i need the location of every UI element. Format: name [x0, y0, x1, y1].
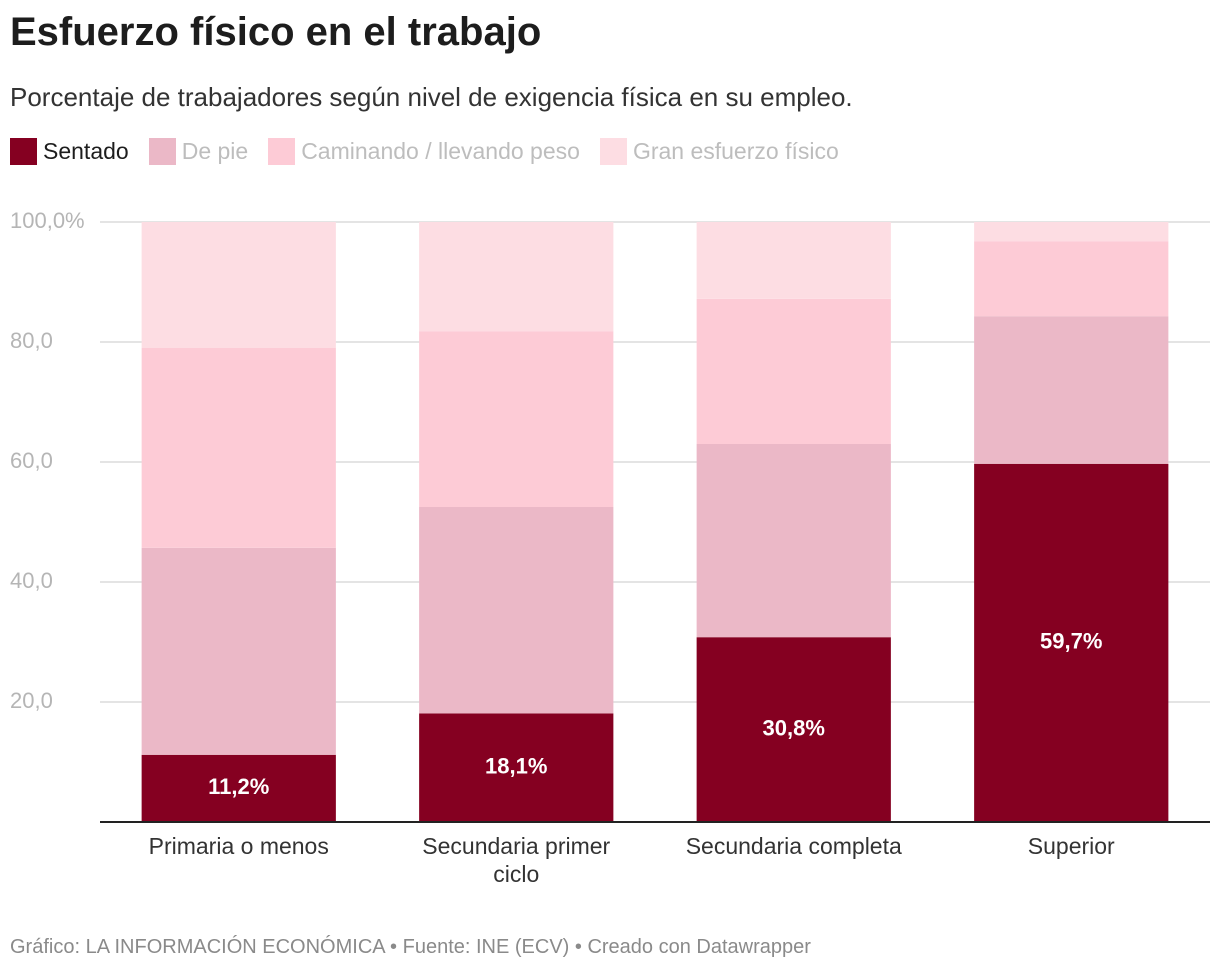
bar-segment — [974, 316, 1169, 464]
legend-label: Sentado — [43, 138, 129, 164]
legend-swatch — [10, 138, 37, 165]
y-tick-label: 100,0% — [10, 208, 85, 233]
legend-label: Caminando / llevando peso — [301, 138, 580, 164]
y-tick-label: 80,0 — [10, 328, 53, 353]
bar-segment — [419, 222, 614, 332]
bar-segment — [974, 222, 1169, 242]
x-tick-label: Secundaria completa — [685, 833, 902, 859]
legend-label: De pie — [181, 138, 249, 164]
legend-item: Caminando / llevando peso — [268, 138, 580, 165]
bar-segment — [696, 444, 891, 638]
bar-segment — [419, 331, 614, 507]
value-label: 11,2% — [208, 774, 269, 799]
bar-segment — [696, 222, 891, 299]
legend-item: Gran esfuerzo físico — [599, 138, 839, 165]
bar-segment — [141, 222, 336, 348]
x-tick-label: Superior — [1027, 833, 1115, 859]
legend: Sentado De pie Caminando / llevando peso Gr… — [10, 138, 839, 165]
chart-title: Esfuerzo físico en el trabajo — [10, 10, 542, 54]
chart-subtitle: Porcentaje de trabajadores según nivel d… — [10, 82, 853, 112]
x-tick-label: Secundaria primer ciclo — [422, 833, 611, 887]
bar-segment — [141, 547, 336, 755]
y-tick-label: 20,0 — [10, 688, 53, 713]
bar-segment — [141, 348, 336, 548]
legend-swatch — [268, 138, 296, 165]
legend-item: Sentado — [10, 138, 129, 165]
bar-segment — [419, 713, 614, 822]
legend-label: Gran esfuerzo físico — [632, 138, 839, 164]
bar-segment — [141, 754, 336, 822]
bar-segment — [696, 298, 891, 444]
legend-swatch — [148, 138, 176, 165]
footer: Gráfico: LA INFORMACIÓN ECONÓMICA • Fuen… — [10, 936, 811, 958]
y-tick-label: 60,0 — [10, 448, 53, 473]
legend-item: De pie — [148, 138, 249, 165]
y-tick-label: 40,0 — [10, 568, 53, 593]
bar-segment — [419, 507, 614, 714]
value-label: 30,8% — [763, 715, 825, 740]
value-label: 59,7% — [1040, 629, 1102, 654]
bar-segment — [974, 463, 1169, 822]
value-label: 18,1% — [485, 754, 547, 779]
bar-segment — [974, 241, 1169, 317]
x-tick-label: Primaria o menos — [148, 833, 329, 859]
bar-segment — [696, 637, 891, 822]
legend-swatch — [599, 138, 627, 165]
